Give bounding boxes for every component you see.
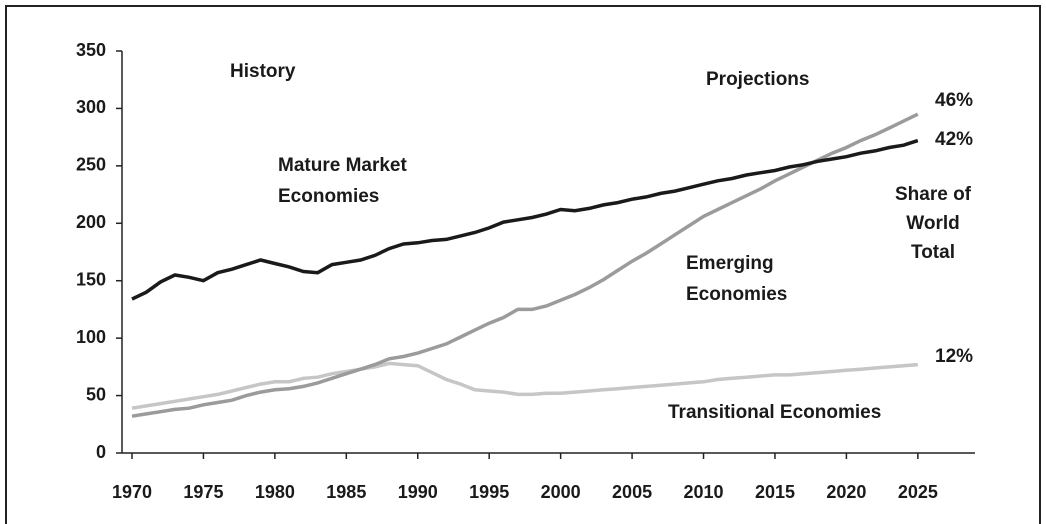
x-tick-label: 2005 <box>612 482 652 502</box>
x-tick-label: 2010 <box>683 482 723 502</box>
y-tick-label: 350 <box>76 40 106 60</box>
x-tick-label: 2025 <box>898 482 938 502</box>
frame <box>5 5 1041 524</box>
y-tick-label: 150 <box>76 269 106 289</box>
annotation: 12% <box>935 346 973 367</box>
series-line <box>131 138 919 301</box>
annotation: Share of <box>895 184 972 205</box>
annotation: World <box>906 213 959 234</box>
y-tick-label: 200 <box>76 212 106 232</box>
y-tick-label: 250 <box>76 155 106 175</box>
x-tick-label: 1985 <box>326 482 366 502</box>
y-tick-label: 100 <box>76 327 106 347</box>
x-tick-label: 1975 <box>183 482 223 502</box>
x-tick-label: 2000 <box>541 482 581 502</box>
annotation: Total <box>911 242 955 263</box>
annotation: Mature Market <box>278 155 407 176</box>
series-line <box>131 112 919 418</box>
y-tick-label: 0 <box>96 442 106 462</box>
annotation: Emerging <box>686 253 774 274</box>
annotation: Projections <box>706 69 809 90</box>
x-tick-label: 1995 <box>469 482 509 502</box>
y-tick-label: 50 <box>86 384 106 404</box>
x-tick-label: 1970 <box>112 482 152 502</box>
annotation: 42% <box>935 129 973 150</box>
annotation: Economies <box>686 284 787 305</box>
series-line <box>131 361 918 410</box>
x-tick-label: 2020 <box>826 482 866 502</box>
annotation: Economies <box>278 186 379 207</box>
y-tick-label: 300 <box>76 97 106 117</box>
annotation: Transitional Economies <box>668 402 881 423</box>
annotation: History <box>230 61 296 82</box>
annotation: 46% <box>935 90 973 111</box>
x-tick-label: 2015 <box>755 482 795 502</box>
x-tick-label: 1990 <box>398 482 438 502</box>
x-tick-label: 1980 <box>255 482 295 502</box>
